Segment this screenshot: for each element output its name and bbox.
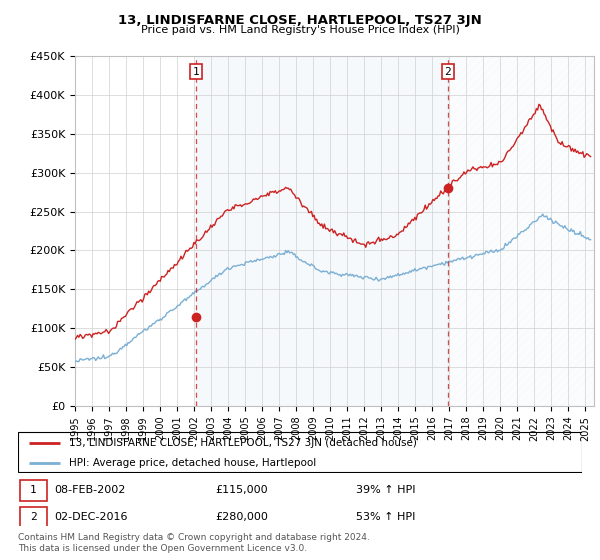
Bar	[20, 479, 47, 501]
Text: 53% ↑ HPI: 53% ↑ HPI	[356, 512, 416, 522]
Text: 1: 1	[193, 67, 199, 77]
Text: 1: 1	[30, 485, 37, 495]
Text: 02-DEC-2016: 02-DEC-2016	[55, 512, 128, 522]
Text: 08-FEB-2002: 08-FEB-2002	[55, 485, 126, 495]
Text: £115,000: £115,000	[215, 485, 268, 495]
Text: Contains HM Land Registry data © Crown copyright and database right 2024.
This d: Contains HM Land Registry data © Crown c…	[18, 533, 370, 553]
Bar	[196, 56, 448, 406]
Text: 39% ↑ HPI: 39% ↑ HPI	[356, 485, 416, 495]
Bar	[448, 56, 594, 406]
Text: 2: 2	[30, 512, 37, 522]
Text: £280,000: £280,000	[215, 512, 268, 522]
Text: HPI: Average price, detached house, Hartlepool: HPI: Average price, detached house, Hart…	[69, 458, 316, 468]
Bar	[20, 507, 47, 528]
Text: 2: 2	[445, 67, 451, 77]
Text: 13, LINDISFARNE CLOSE, HARTLEPOOL, TS27 3JN (detached house): 13, LINDISFARNE CLOSE, HARTLEPOOL, TS27 …	[69, 437, 416, 447]
Text: 13, LINDISFARNE CLOSE, HARTLEPOOL, TS27 3JN: 13, LINDISFARNE CLOSE, HARTLEPOOL, TS27 …	[118, 14, 482, 27]
Text: Price paid vs. HM Land Registry's House Price Index (HPI): Price paid vs. HM Land Registry's House …	[140, 25, 460, 35]
